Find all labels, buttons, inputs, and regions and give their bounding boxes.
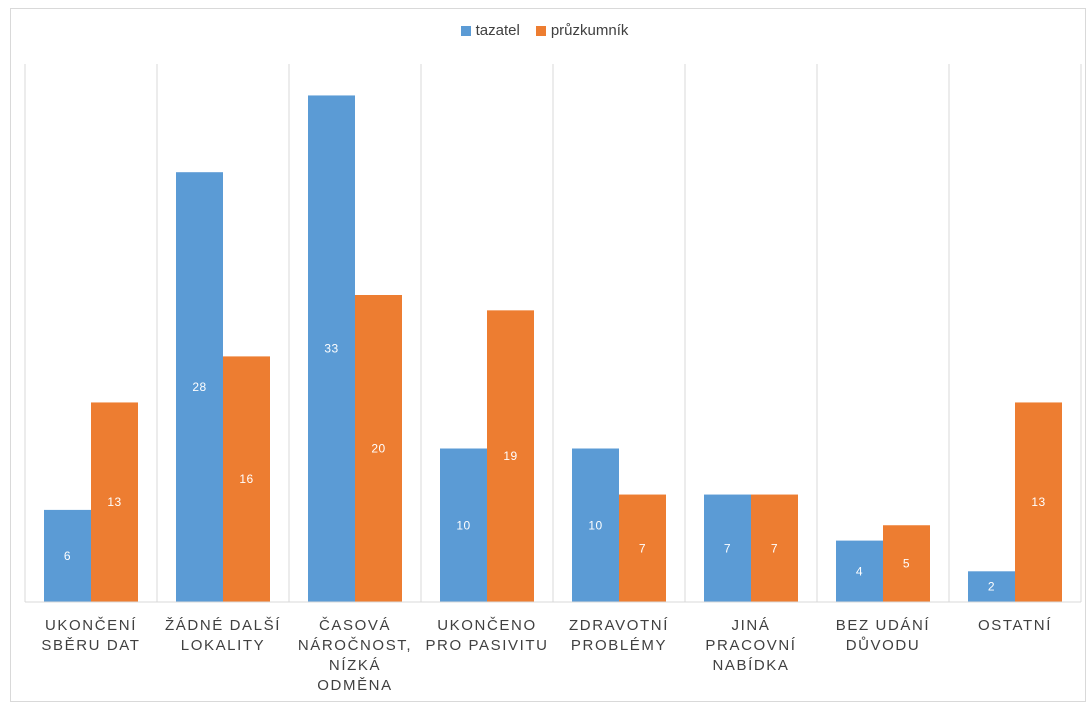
legend-item-tazatel: tazatel (460, 22, 520, 39)
legend-item-pruzkumnik: průzkumník (535, 22, 629, 39)
category-label: ČASOVÁ (319, 617, 391, 634)
category-label: BEZ UDÁNÍ (836, 617, 930, 634)
category-label: NÍZKÁ (329, 657, 381, 674)
category-label: PRO PASIVITU (425, 637, 548, 654)
category-label: UKONČENÍ (45, 617, 137, 634)
category-label: UKONČENO (437, 617, 536, 634)
data-label: 7 (639, 541, 646, 555)
bar-tazatel (836, 540, 883, 602)
data-label: 16 (239, 472, 253, 486)
data-label: 7 (771, 541, 778, 555)
legend-swatch-tazatel (460, 25, 471, 36)
data-label: 28 (192, 380, 206, 394)
bar-pruzkumnik (1015, 402, 1062, 602)
data-label: 19 (503, 449, 517, 463)
category-label: JINÁ (732, 617, 771, 634)
bar-tazatel (44, 509, 91, 602)
category-label: LOKALITY (181, 637, 266, 654)
legend-swatch-pruzkumnik (535, 25, 546, 36)
category-label: PROBLÉMY (571, 637, 667, 654)
legend-label-tazatel: tazatel (475, 22, 520, 39)
bar-tazatel (176, 172, 223, 602)
category-label: ŽÁDNÉ DALŠÍ (165, 617, 281, 634)
data-label: 4 (856, 564, 863, 578)
bar-tazatel (440, 448, 487, 602)
data-label: 2 (988, 580, 995, 594)
bar-tazatel (704, 494, 751, 602)
bar-pruzkumnik (487, 310, 534, 602)
category-label: DŮVODU (846, 636, 921, 654)
category-label: OSTATNÍ (978, 617, 1052, 634)
legend-label-pruzkumnik: průzkumník (550, 22, 629, 39)
bar-tazatel (968, 571, 1015, 602)
bar-pruzkumnik (619, 494, 666, 602)
category-label: PRACOVNÍ (705, 637, 796, 654)
bar-pruzkumnik (355, 295, 402, 602)
category-label: ODMĚNA (317, 677, 392, 694)
category-label: NABÍDKA (712, 657, 789, 674)
bar-tazatel (308, 95, 355, 602)
data-label: 7 (724, 541, 731, 555)
data-label: 20 (371, 442, 385, 456)
category-label: ZDRAVOTNÍ (569, 617, 669, 634)
legend: tazatel průzkumník (0, 22, 1089, 39)
category-label: SBĚRU DAT (41, 637, 140, 654)
bar-pruzkumnik (751, 494, 798, 602)
data-label: 13 (1031, 495, 1045, 509)
data-label: 6 (64, 549, 71, 563)
data-label: 13 (107, 495, 121, 509)
data-label: 10 (456, 518, 470, 532)
bar-pruzkumnik (91, 402, 138, 602)
bar-pruzkumnik (223, 356, 270, 602)
data-label: 33 (324, 342, 338, 356)
bar-tazatel (572, 448, 619, 602)
data-label: 10 (588, 518, 602, 532)
bar-pruzkumnik (883, 525, 930, 602)
data-label: 5 (903, 557, 910, 571)
category-label: NÁROČNOST, (298, 637, 412, 654)
